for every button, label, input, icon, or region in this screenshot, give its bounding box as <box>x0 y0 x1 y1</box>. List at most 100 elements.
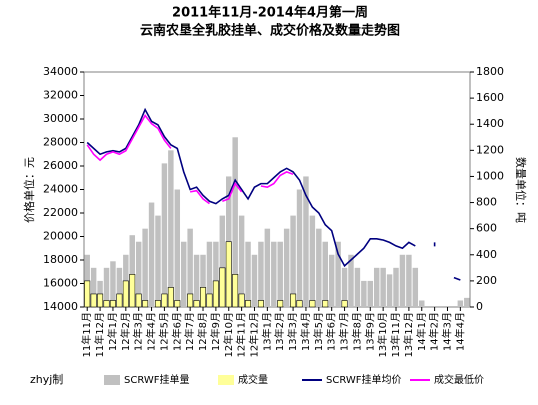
bar <box>148 202 155 307</box>
bar <box>90 267 97 307</box>
bar <box>335 241 341 307</box>
bar <box>116 293 123 308</box>
legend-label: SCRWF挂单均价 <box>326 373 402 386</box>
legend-swatch <box>104 375 120 385</box>
x-tick-label: 12年2月 <box>119 312 132 351</box>
bar <box>167 287 174 308</box>
y-tick-label: 14000 <box>43 300 78 313</box>
chart-title: 2011年11月-2014年4月第一周 <box>172 5 368 21</box>
bar <box>277 300 284 308</box>
line <box>86 114 172 162</box>
bar <box>419 300 425 307</box>
bar <box>219 267 226 308</box>
y2-tick-label: 1200 <box>476 143 504 156</box>
bar <box>373 267 380 307</box>
bar <box>341 267 348 307</box>
y-tick-label: 16000 <box>43 277 78 290</box>
bar <box>296 189 303 307</box>
x-tick-label: 12年12月 <box>247 312 260 357</box>
bar <box>161 163 168 307</box>
bar <box>258 241 264 307</box>
bar <box>290 215 296 307</box>
x-tick-label: 13年2月 <box>273 312 286 351</box>
x-tick-label: 13年5月 <box>312 312 325 351</box>
bar <box>135 241 142 307</box>
y-tick-label: 28000 <box>43 136 78 149</box>
bar <box>225 241 232 308</box>
bar <box>393 267 399 307</box>
bar <box>322 241 328 307</box>
line <box>222 182 243 203</box>
chart-subtitle: 云南农垦全乳胶挂单、成交价格及数量走势图 <box>140 23 400 39</box>
x-tick-label: 12年5月 <box>157 312 170 351</box>
legend-label: 成交最低价 <box>434 373 484 386</box>
x-tick-label: 13年9月 <box>363 312 376 351</box>
bar <box>109 300 116 308</box>
x-tick-label: 13年1月 <box>260 312 273 351</box>
bar <box>367 280 374 307</box>
legend-label: 成交量 <box>238 373 268 386</box>
x-tick-label: 11年12月 <box>93 312 106 357</box>
x-tick-label: 13年8月 <box>350 312 363 351</box>
bar <box>103 267 110 307</box>
y-tick-label: 22000 <box>43 206 78 219</box>
y-tick-label: 24000 <box>43 183 78 196</box>
bar <box>232 274 239 308</box>
line <box>190 189 210 205</box>
bar <box>328 254 335 307</box>
x-tick-label: 13年6月 <box>325 312 338 351</box>
bar <box>309 300 316 308</box>
bar <box>187 228 193 307</box>
legend-swatch <box>218 375 234 385</box>
bar <box>219 215 226 307</box>
bar <box>84 280 91 308</box>
bar <box>386 274 393 307</box>
x-tick-label: 12年4月 <box>145 312 158 351</box>
bar <box>322 300 329 308</box>
bar <box>303 176 309 307</box>
bar <box>361 280 367 307</box>
x-tick-label: 12年8月 <box>196 312 209 351</box>
x-tick-label: 13年12月 <box>402 312 415 357</box>
bar <box>457 300 464 307</box>
y2-tick-label: 600 <box>476 222 497 235</box>
x-tick-label: 13年4月 <box>299 312 312 351</box>
bar <box>348 254 354 307</box>
bar <box>399 254 406 307</box>
plot-area <box>83 71 471 308</box>
x-tick-label: 12年11月 <box>235 312 248 357</box>
x-tick-label: 12年3月 <box>132 312 145 351</box>
y2-tick-label: 1000 <box>476 169 504 182</box>
x-tick-label: 11年11月 <box>80 312 93 357</box>
bar <box>193 254 200 307</box>
bar <box>245 300 252 308</box>
y2-axis-label: 数量单位：吨 <box>514 157 528 223</box>
y-axis-label: 价格单位：元 <box>22 157 36 223</box>
x-tick-label: 14年1月 <box>415 312 428 351</box>
bar <box>283 228 290 307</box>
x-tick-label: 13年10月 <box>376 312 389 357</box>
bar <box>257 300 264 308</box>
bar <box>296 300 303 308</box>
bar <box>199 287 207 308</box>
bar <box>161 293 168 308</box>
bar <box>251 254 258 307</box>
bar <box>213 241 219 307</box>
y-tick-label: 34000 <box>43 65 78 78</box>
bar <box>271 241 277 307</box>
credit: zhyj制 <box>30 373 63 386</box>
bar <box>174 189 181 307</box>
bar <box>97 293 104 308</box>
bar <box>264 228 271 307</box>
x-tick-label: 13年3月 <box>286 312 299 351</box>
bar <box>116 267 123 307</box>
bar <box>154 300 162 308</box>
x-tick-label: 14年3月 <box>440 312 453 351</box>
line <box>453 276 461 281</box>
x-tick-label: 12年7月 <box>183 312 196 351</box>
y2-tick-label: 200 <box>476 274 497 287</box>
bar <box>380 267 386 307</box>
y-tick-label: 32000 <box>43 89 78 102</box>
bar <box>187 293 194 308</box>
bar <box>354 267 361 307</box>
